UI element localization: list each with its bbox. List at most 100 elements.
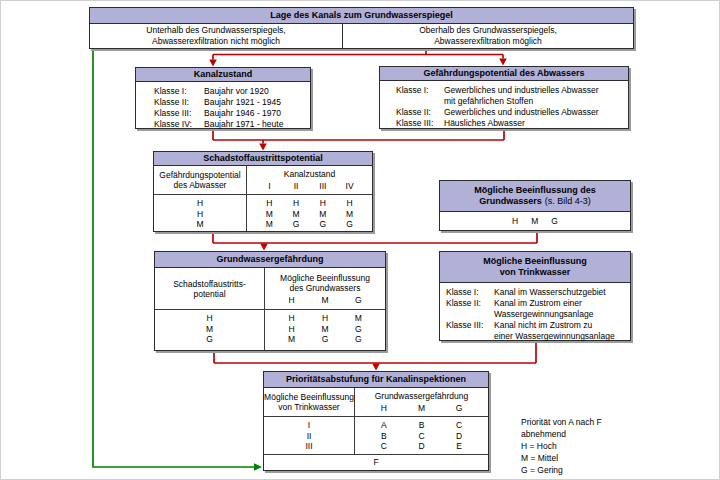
- class-text: mit gefährlichen Stoffen: [444, 96, 533, 107]
- grid-cell: A: [381, 420, 387, 431]
- row-label: II: [264, 431, 354, 442]
- grid-row: HMG: [265, 324, 385, 335]
- col-label: III: [310, 181, 337, 191]
- grid-row: B C D: [355, 431, 488, 442]
- grid-cell: G: [293, 219, 300, 230]
- pollutant-escape-title: Schadstoffaustrittspotential: [154, 152, 372, 166]
- class-label: [446, 309, 494, 320]
- red-arrow-down-icon: [260, 244, 268, 251]
- class-text: Häusliches Abwasser: [444, 118, 525, 129]
- grid-cell: C: [381, 441, 387, 452]
- text-line: potential: [155, 289, 264, 299]
- grid-cell: H: [322, 313, 328, 324]
- green-arrow-right-icon: [254, 463, 262, 471]
- row-label: I: [264, 420, 354, 431]
- legend-line: H = Hoch: [521, 440, 602, 452]
- class-label: Klasse I:: [396, 85, 444, 96]
- title-note: (s. Bild 4-3): [545, 196, 591, 206]
- class-label: Klasse III:: [446, 320, 494, 331]
- column-labels: I II III IV: [247, 181, 372, 191]
- grid-cell: C: [418, 431, 424, 442]
- text-line: Grundwassergefährdung: [355, 391, 488, 401]
- above-groundwater-cell: Oberhalb des Grundwasserspiegels, Abwass…: [342, 24, 633, 48]
- left-column-header: Mögliche Beeinflussung von Trinkwasser: [264, 388, 354, 417]
- text-line: Mögliche Beeinflussung: [264, 392, 354, 402]
- class-label: Klasse II:: [154, 97, 204, 108]
- grid-cell: H: [293, 198, 299, 209]
- grid-cell: B: [381, 431, 387, 442]
- class-row: Klasse II:Baujahr 1921 - 1945: [154, 97, 310, 108]
- row-label: M: [155, 324, 264, 335]
- class-row: Klasse III:Kanal nicht im Zustrom zu: [446, 320, 630, 331]
- wastewater-hazard-box: Gefährdungspotential des Abwassers Klass…: [379, 66, 629, 129]
- groundwater-influence-box: Mögliche Beeinflussung des Grundwassers(…: [439, 180, 631, 231]
- row-label: M: [154, 219, 246, 230]
- text-line: Schadstoffaustritts-: [155, 279, 264, 289]
- pollutant-escape-table: Gefährdungspotential des Abwasser Kanalz…: [154, 166, 372, 231]
- red-connector-merge-2: [213, 233, 537, 244]
- grid-cell: M: [266, 219, 273, 230]
- grid-row: HHHH: [247, 198, 372, 209]
- class-text: Kanal im Wasserschutzgebiet: [494, 287, 606, 298]
- inspection-priority-title: Prioritätsabstufung für Kanalinspektione…: [264, 372, 488, 388]
- value: M: [531, 216, 538, 226]
- class-row: einer Wassergewinnungsanlage: [446, 331, 630, 342]
- row-label: H: [154, 209, 246, 220]
- red-connector-merge-1: [213, 131, 504, 144]
- col-label: H: [275, 295, 308, 305]
- inspection-priority-table: Mögliche Beeinflussung von Trinkwasser G…: [264, 388, 488, 470]
- grid-cell: G: [346, 219, 353, 230]
- row-labels: H M G: [155, 310, 264, 350]
- class-label: Klasse I:: [446, 287, 494, 298]
- col-label: II: [283, 181, 310, 191]
- col-label: IV: [336, 181, 363, 191]
- grid-row: HHM: [265, 313, 385, 324]
- value: G: [551, 216, 558, 226]
- text-line: Abwasserexfiltration möglich: [343, 36, 633, 47]
- canal-condition-title: Kanalzustand: [136, 68, 310, 82]
- grid-cell: D: [456, 431, 462, 442]
- class-row: Klasse II:Kanal im Zustrom einer: [446, 298, 630, 309]
- row-label: H: [155, 313, 264, 324]
- col-label: G: [440, 403, 478, 413]
- class-text: Baujahr vor 1920: [204, 86, 269, 97]
- legend-line: abnehmend: [521, 428, 602, 440]
- groundwater-hazard-box: Grundwassergefährdung Schadstoffaustritt…: [154, 251, 386, 351]
- hmg-values: H M G: [440, 212, 630, 230]
- text-line: Abwasserexfiltration nicht möglich: [90, 36, 342, 47]
- column-labels: H M G: [355, 403, 488, 413]
- legend-line: M = Mittel: [521, 452, 602, 464]
- class-label: Klasse I:: [154, 86, 204, 97]
- grid-cell: H: [266, 198, 272, 209]
- drinking-water-influence-title: Mögliche Beeinflussung von Trinkwasser: [440, 252, 630, 283]
- class-text: Baujahr 1971 - heute: [204, 119, 283, 130]
- flowchart-canvas: Lage des Kanals zum Grundwasserspiegel U…: [0, 0, 720, 480]
- value-grid: ABC BCD CDE: [354, 417, 488, 454]
- grid-row: MGGG: [247, 219, 372, 230]
- red-arrow-down-icon: [259, 144, 267, 151]
- grid-cell: H: [320, 198, 326, 209]
- text-line: Gefährdungspotential: [154, 170, 246, 180]
- col-label: G: [342, 295, 375, 305]
- column-labels: H M G: [265, 295, 385, 305]
- class-text: Kanal nicht im Zustrom zu: [494, 320, 592, 331]
- grid-cell: H: [289, 324, 295, 335]
- red-arrow-down-icon: [372, 364, 380, 371]
- class-row: Klasse II:Gewerbliches und industrielles…: [396, 107, 628, 118]
- class-row: Klasse I:Kanal im Wasserschutzgebiet: [446, 287, 630, 298]
- title-bold: Grundwassers: [479, 196, 542, 206]
- class-row: Klasse IV:Baujahr 1971 - heute: [154, 119, 310, 130]
- text-line: des Grundwassers: [265, 283, 385, 293]
- class-text: Gewerbliches und industrielles Abwasser: [444, 107, 599, 118]
- grid-cell: H: [347, 198, 353, 209]
- text-line: Oberhalb des Grundwasserspiegels,: [343, 25, 633, 36]
- class-label: Klasse II:: [396, 107, 444, 118]
- legend-line: Priorität von A nach F: [521, 416, 602, 428]
- class-row: mit gefährlichen Stoffen: [396, 96, 628, 107]
- groundwater-position-box: Lage des Kanals zum Grundwasserspiegel U…: [89, 7, 634, 49]
- class-text: Baujahr 1946 - 1970: [204, 108, 281, 119]
- class-text: einer Wassergewinnungsanlage: [494, 331, 615, 342]
- legend-line: G = Gering: [521, 464, 602, 476]
- value-grid: HHHH MMMM MGGG: [246, 195, 372, 231]
- grid-cell: G: [320, 219, 327, 230]
